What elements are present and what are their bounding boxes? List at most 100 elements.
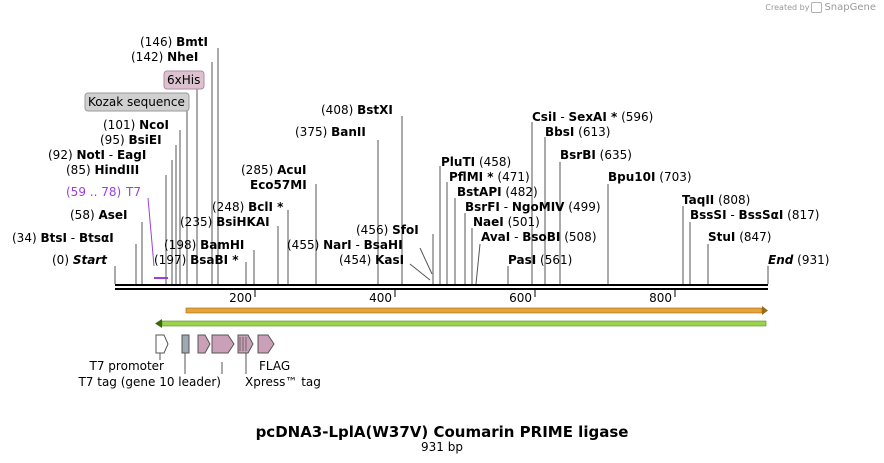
site-pos: (34) <box>12 231 37 245</box>
site-name2: SexAI * <box>569 110 618 124</box>
site-pos: (561) <box>540 253 572 267</box>
end-pos: (931) <box>797 253 829 267</box>
site-bstapi[interactable]: BstAPI (482) <box>457 185 538 199</box>
sixxhis-label-box[interactable] <box>163 70 205 90</box>
site-name: BsrFI <box>465 200 500 214</box>
t7-tag-feature[interactable] <box>181 334 190 354</box>
site-bpu10i[interactable]: Bpu10I (703) <box>608 170 692 184</box>
orf-bar[interactable] <box>185 307 763 314</box>
avai-line <box>475 243 481 285</box>
site-nhei[interactable]: (142) NheI <box>131 50 198 64</box>
site-name: NheI <box>167 50 198 64</box>
site-pos: (808) <box>718 193 750 207</box>
start-label: Start <box>73 253 108 267</box>
site-pasi[interactable]: PasI (561) <box>508 253 572 267</box>
kozak-label-box[interactable] <box>84 92 190 112</box>
site-acui[interactable]: (285) AcuI <box>241 163 307 177</box>
site-bsssi[interactable]: BssSI - BssSαI (817) <box>690 208 819 222</box>
site-name: BamHI <box>200 238 244 252</box>
flag-label: FLAG <box>259 359 290 373</box>
site-pos: (408) <box>321 103 353 117</box>
site-pos: (285) <box>241 163 273 177</box>
site-eco57mi[interactable]: Eco57MI <box>250 178 307 192</box>
site-name: BsiHKAI <box>216 215 270 229</box>
site-banii[interactable]: (375) BanII <box>295 125 366 139</box>
site-pos: (95) <box>100 133 125 147</box>
site-sfoi[interactable]: (456) SfoI <box>356 223 419 237</box>
site-name: Bpu10I <box>608 170 655 184</box>
site-pos: (198) <box>164 238 196 252</box>
site-kasi[interactable]: (454) KasI <box>339 253 404 267</box>
site-pos: (454) <box>339 253 371 267</box>
site-bsrbi[interactable]: BsrBI (635) <box>560 148 632 162</box>
site-pos: (375) <box>295 125 327 139</box>
site-bamhi[interactable]: (198) BamHI <box>164 238 244 252</box>
site-bmti[interactable]: (146) BmtI <box>140 35 208 49</box>
site-pos: (471) <box>497 170 529 184</box>
site-pos: (817) <box>787 208 819 222</box>
t7-primer-connector <box>147 197 155 267</box>
orf-reverse-bar[interactable] <box>161 320 767 327</box>
site-name: BsaBI * <box>190 253 239 267</box>
site-name2: EagI <box>117 148 146 162</box>
site-ncoi[interactable]: (101) NcoI <box>103 118 169 132</box>
map-title: pcDNA3-LplA(W37V) Coumarin PRIME ligase <box>256 423 629 441</box>
site-stui[interactable]: StuI (847) <box>708 230 772 244</box>
site-avai[interactable]: AvaI - BsoBI (508) <box>481 230 597 244</box>
site-bbsi[interactable]: BbsI (613) <box>545 125 610 139</box>
site-taqii[interactable]: TaqII (808) <box>682 193 750 207</box>
site-pflmi[interactable]: PflMI * (471) <box>449 170 530 184</box>
site-noti[interactable]: (92) NotI - EagI <box>48 148 146 162</box>
site-name: HindIII <box>94 163 139 177</box>
site-bsihkai[interactable]: (235) BsiHKAI <box>180 215 270 229</box>
site-bstxi[interactable]: (408) BstXI <box>321 103 393 117</box>
feature-connectors <box>159 353 247 374</box>
site-nari[interactable]: (455) NarI - BsaHI <box>287 238 403 252</box>
t7-tag-label: T7 tag (gene 10 leader) <box>77 375 221 389</box>
snapgene-credit: Created by SnapGene <box>765 2 876 13</box>
site-connectors <box>114 48 769 285</box>
site-name2: BssSαI <box>739 208 784 222</box>
site-pos: (85) <box>66 163 91 177</box>
site-bsrfi[interactable]: BsrFI - NgoMIV (499) <box>465 200 601 214</box>
site-name2: BsaHI <box>364 238 403 252</box>
site-bsiei[interactable]: (95) BsiEI <box>100 133 162 147</box>
feature-pink-2[interactable] <box>211 334 235 354</box>
site-bsabi[interactable]: (197) BsaBI * <box>154 253 239 267</box>
backbone-bottom <box>115 288 768 290</box>
site-pos: (847) <box>739 230 771 244</box>
site-name: BclI * <box>248 200 284 214</box>
site-pos: (146) <box>140 35 172 49</box>
site-pos: (142) <box>131 50 163 64</box>
site-name: StuI <box>708 230 735 244</box>
site-name2: BtsαI <box>79 231 114 245</box>
site-naei[interactable]: NaeI (501) <box>473 215 540 229</box>
site-name: AcuI <box>277 163 306 177</box>
site-csii[interactable]: CsiI - SexAI * (596) <box>532 110 653 124</box>
xpress-tag-feature[interactable] <box>237 334 254 354</box>
site-pos: (613) <box>578 125 610 139</box>
site-hindiii[interactable]: (85) HindIII <box>66 163 139 177</box>
flag-feature[interactable] <box>257 334 275 354</box>
site-pluti[interactable]: PluTI (458) <box>441 155 511 169</box>
site-name: BsrBI <box>560 148 596 162</box>
xpress-label: Xpress™ tag <box>245 375 321 389</box>
site-pos: (455) <box>287 238 319 252</box>
site-bcli[interactable]: (248) BclI * <box>212 200 284 214</box>
site-name: BanII <box>331 125 366 139</box>
site-pos: (635) <box>600 148 632 162</box>
map-subtitle: 931 bp <box>421 440 463 454</box>
site-pos: (501) <box>508 215 540 229</box>
site-asei[interactable]: (58) AseI <box>70 208 128 222</box>
credit-brand: SnapGene <box>824 2 876 13</box>
site-pos: (197) <box>154 253 186 267</box>
tick-400: 400 <box>369 291 392 305</box>
t7-promoter-feature[interactable] <box>155 334 169 354</box>
nari-line <box>419 247 433 275</box>
sixxhis-feature[interactable] <box>197 334 211 354</box>
site-sep: - <box>560 110 564 124</box>
site-btsi[interactable]: (34) BtsI - BtsαI <box>12 231 114 245</box>
t7-promoter-label: T7 promoter <box>89 359 165 373</box>
ruler-ticks <box>254 290 676 297</box>
